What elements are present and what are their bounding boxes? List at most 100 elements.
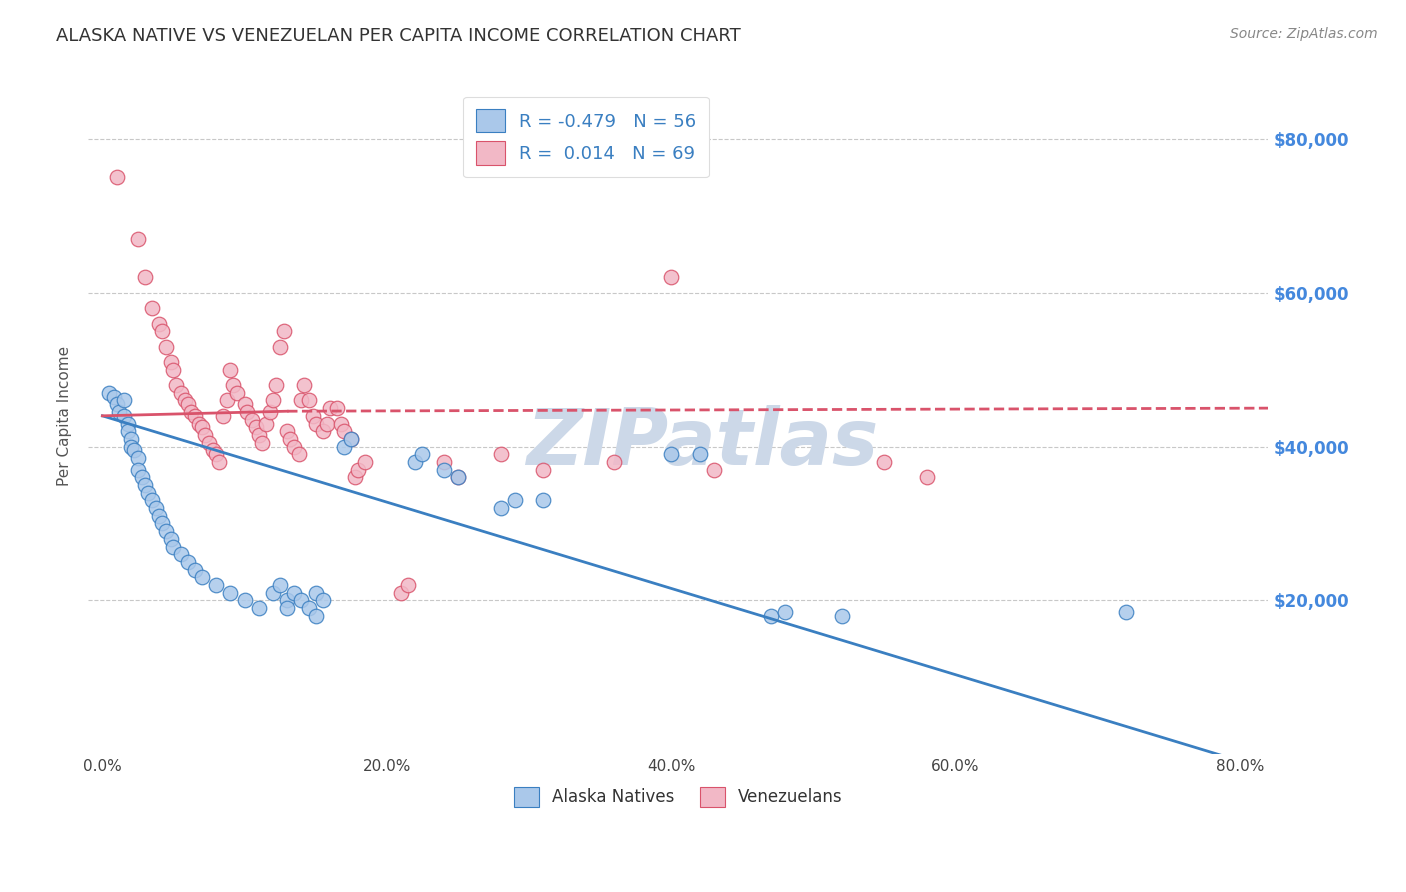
Point — [264, 378, 287, 392]
Point — [117, 417, 139, 431]
Point — [120, 432, 142, 446]
Point — [208, 455, 231, 469]
Point — [134, 270, 156, 285]
Point — [433, 455, 456, 469]
Point — [180, 405, 202, 419]
Point — [489, 447, 512, 461]
Point — [915, 470, 938, 484]
Point — [245, 420, 267, 434]
Text: ZIPatlas: ZIPatlas — [526, 405, 877, 481]
Point — [269, 340, 291, 354]
Point — [131, 470, 153, 484]
Point — [112, 409, 135, 423]
Point — [305, 608, 328, 623]
Point — [759, 608, 782, 623]
Point — [354, 455, 377, 469]
Point — [326, 401, 349, 416]
Point — [205, 447, 228, 461]
Point — [316, 417, 339, 431]
Point — [340, 432, 363, 446]
Point — [330, 417, 353, 431]
Point — [404, 455, 426, 469]
Point — [259, 405, 281, 419]
Point — [233, 593, 256, 607]
Point — [120, 440, 142, 454]
Point — [103, 390, 125, 404]
Point — [150, 516, 173, 531]
Point — [283, 585, 305, 599]
Point — [531, 463, 554, 477]
Point — [344, 470, 367, 484]
Point — [169, 547, 191, 561]
Point — [831, 608, 853, 623]
Point — [205, 578, 228, 592]
Point — [703, 463, 725, 477]
Point — [165, 378, 187, 392]
Point — [236, 405, 259, 419]
Point — [389, 585, 412, 599]
Point — [1115, 605, 1137, 619]
Point — [433, 463, 456, 477]
Point — [305, 417, 328, 431]
Point — [250, 435, 273, 450]
Point — [148, 508, 170, 523]
Point — [150, 324, 173, 338]
Point — [194, 428, 217, 442]
Point — [162, 540, 184, 554]
Point — [141, 493, 163, 508]
Point — [127, 463, 149, 477]
Point — [287, 447, 309, 461]
Point — [290, 593, 312, 607]
Point — [105, 397, 128, 411]
Point — [276, 593, 298, 607]
Point — [169, 385, 191, 400]
Point — [184, 409, 207, 423]
Point — [659, 270, 682, 285]
Text: Source: ZipAtlas.com: Source: ZipAtlas.com — [1230, 27, 1378, 41]
Point — [290, 393, 312, 408]
Point — [247, 601, 270, 615]
Point — [198, 435, 221, 450]
Point — [112, 393, 135, 408]
Point — [148, 317, 170, 331]
Point — [222, 378, 245, 392]
Point — [202, 443, 225, 458]
Point — [117, 424, 139, 438]
Point — [108, 405, 131, 419]
Point — [292, 378, 315, 392]
Point — [333, 424, 356, 438]
Point — [273, 324, 295, 338]
Point — [217, 393, 239, 408]
Point — [233, 397, 256, 411]
Point — [136, 485, 159, 500]
Point — [127, 232, 149, 246]
Point — [173, 393, 195, 408]
Point — [873, 455, 896, 469]
Point — [489, 501, 512, 516]
Y-axis label: Per Capita Income: Per Capita Income — [58, 346, 72, 486]
Point — [176, 397, 198, 411]
Point — [503, 493, 526, 508]
Point — [141, 301, 163, 315]
Point — [773, 605, 796, 619]
Point — [98, 385, 121, 400]
Point — [333, 440, 356, 454]
Point — [347, 463, 370, 477]
Point — [305, 585, 328, 599]
Point — [312, 593, 335, 607]
Point — [297, 601, 319, 615]
Point — [145, 501, 167, 516]
Point — [254, 417, 277, 431]
Point — [276, 601, 298, 615]
Point — [319, 401, 342, 416]
Legend: Alaska Natives, Venezuelans: Alaska Natives, Venezuelans — [508, 780, 849, 814]
Point — [689, 447, 711, 461]
Point — [188, 417, 211, 431]
Point — [262, 585, 284, 599]
Point — [134, 478, 156, 492]
Point — [191, 420, 214, 434]
Point — [312, 424, 335, 438]
Point — [105, 170, 128, 185]
Point — [226, 385, 249, 400]
Point — [155, 524, 177, 538]
